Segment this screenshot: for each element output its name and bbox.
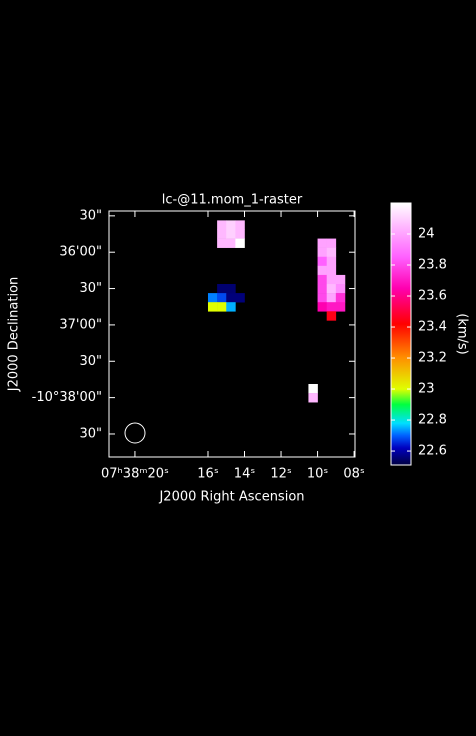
colorbar-tick-label: 22.8 [418,413,447,428]
pixel [226,293,236,303]
colorbar-tick-label: 23.4 [418,320,447,335]
colorbar-tick-label: 23.8 [418,258,447,273]
x-tick-label: 08ˢ [343,467,365,482]
x-tick-label: 16ˢ [197,467,219,482]
chart-title: lc-@11.mom_1-raster [162,193,303,208]
pixel [217,238,227,248]
colorbar-tick-label: 22.6 [418,444,447,459]
pixel [235,220,245,230]
colorbar-label: (km/s) [455,313,470,355]
pixel [335,274,346,285]
y-tick-label: -10°38'00" [32,390,102,405]
colorbar [390,202,412,466]
pixel [226,229,236,239]
y-axis-label: J2000 Declination [7,277,22,393]
pixel [335,284,346,294]
pixel [217,229,227,239]
colorbar-tick-label: 23 [418,382,435,397]
pixel [226,220,236,230]
pixel [317,238,327,248]
pixel [317,293,327,303]
x-tick-label: 10ˢ [307,467,329,482]
colorbar-tick-label: 24 [418,227,435,242]
y-tick-label: 30" [79,281,102,296]
pixel [326,238,337,248]
y-tick-label: 37'00" [59,317,102,332]
beam [124,422,146,444]
pixel [317,265,327,276]
x-axis-label: J2000 Right Ascension [158,490,304,505]
pixel [317,256,327,267]
pixel [235,238,245,248]
pixel [235,229,245,239]
pixel [317,247,327,258]
pixel [217,220,227,230]
pixel [217,302,227,312]
plot-frame [108,210,356,458]
pixel [326,247,337,258]
colorbar-tick-label: 23.6 [418,289,447,304]
pixel [335,302,346,312]
pixel [207,293,218,303]
pixel [326,284,337,294]
pixel [226,302,236,312]
pixel [326,256,337,267]
pixel [207,302,218,312]
y-tick-label: 36'00" [59,245,102,260]
x-tick-label: 14ˢ [234,467,256,482]
pixel [226,284,236,294]
y-tick-label: 30" [79,208,102,223]
pixel [326,265,337,276]
pixel [308,383,318,394]
x-tick-label: 07ʰ38ᵐ20ˢ [101,467,169,482]
pixel [317,302,327,312]
x-tick-label: 12ˢ [270,467,292,482]
pixel [326,293,337,303]
colorbar-tick-label: 23.2 [418,351,447,366]
pixel [217,293,227,303]
y-tick-label: 30" [79,354,102,369]
pixel [326,274,337,285]
pixel [217,284,227,294]
pixel [235,293,245,303]
pixel [326,311,337,321]
pixel [335,293,346,303]
pixel [226,238,236,248]
pixel [317,274,327,285]
y-tick-label: 30" [79,426,102,441]
pixel [317,284,327,294]
pixel [326,302,337,312]
pixel [308,393,318,403]
